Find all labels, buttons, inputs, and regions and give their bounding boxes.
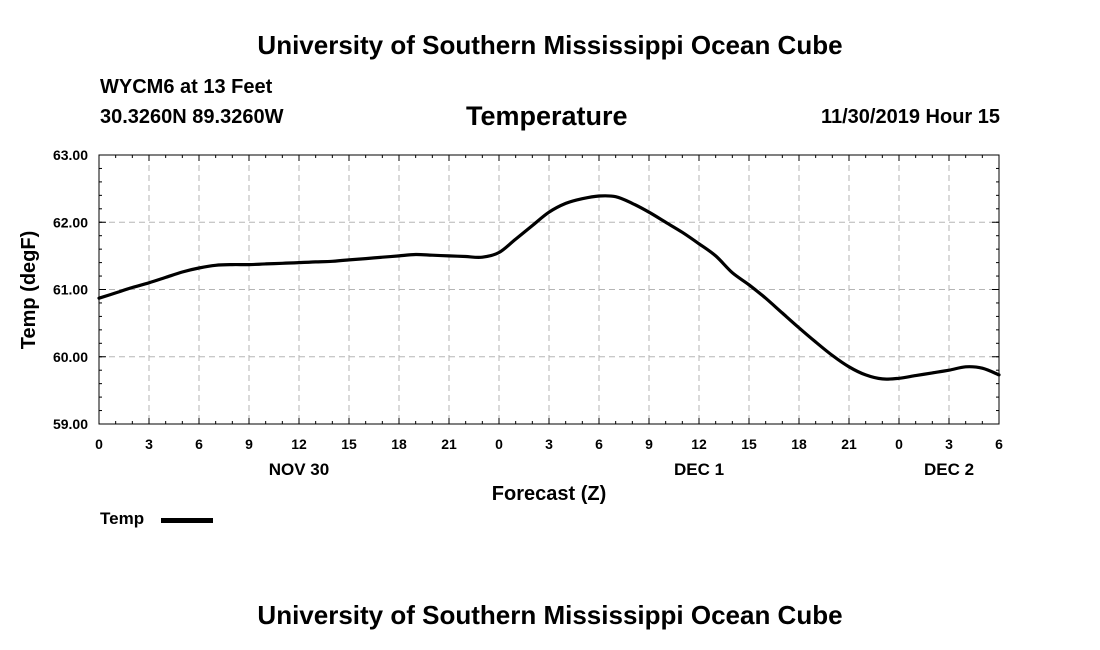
coordinates-label: 30.3260N 89.3260W: [100, 106, 284, 128]
y-tick-label: 60.00: [53, 349, 88, 365]
x-tick-labels: 0 3 6 9 12 15 18 21 0 3 6 9 12 15 18 21 0 3 6: [95, 436, 1003, 452]
x-tick-label: 6: [995, 436, 1003, 452]
x-tick-label: 0: [895, 436, 903, 452]
grid-lines: [99, 155, 999, 424]
x-tick-label: 21: [841, 436, 857, 452]
day-labels: NOV 30 DEC 1 DEC 2: [269, 460, 974, 479]
station-label: WYCM6 at 13 Feet: [100, 76, 273, 98]
plot-title: Temperature: [466, 101, 628, 131]
x-tick-label: 9: [245, 436, 253, 452]
x-tick-label: 12: [691, 436, 707, 452]
x-tick-label: 18: [791, 436, 807, 452]
x-tick-label: 15: [341, 436, 357, 452]
x-tick-label: 3: [545, 436, 553, 452]
x-tick-label: 6: [195, 436, 203, 452]
day-label: NOV 30: [269, 460, 329, 479]
legend-line-swatch: [161, 518, 213, 523]
page-title: University of Southern Mississippi Ocean…: [257, 30, 843, 60]
y-axis-label: Temp (degF): [18, 231, 40, 350]
x-tick-label: 18: [391, 436, 407, 452]
legend-label: Temp: [100, 509, 145, 528]
x-tick-label: 3: [945, 436, 953, 452]
y-tick-label: 62.00: [53, 214, 88, 230]
y-tick-label: 61.00: [53, 282, 88, 298]
x-tick-label: 0: [95, 436, 103, 452]
axis-ticks: [98, 154, 1000, 425]
y-tick-labels: 59.00 60.00 61.00 62.00 63.00: [53, 147, 88, 432]
day-label: DEC 1: [674, 460, 724, 479]
y-tick-label: 63.00: [53, 147, 88, 163]
x-tick-label: 0: [495, 436, 503, 452]
x-tick-label: 9: [645, 436, 653, 452]
x-axis-label: Forecast (Z): [492, 483, 606, 505]
y-tick-label: 59.00: [53, 416, 88, 432]
x-tick-label: 21: [441, 436, 457, 452]
day-label: DEC 2: [924, 460, 974, 479]
x-tick-label: 12: [291, 436, 307, 452]
footer-title: University of Southern Mississippi Ocean…: [257, 600, 843, 630]
temp-series-line: [97, 194, 1001, 381]
x-tick-label: 6: [595, 436, 603, 452]
x-tick-label: 3: [145, 436, 153, 452]
x-tick-label: 15: [741, 436, 757, 452]
datetime-label: 11/30/2019 Hour 15: [820, 106, 1000, 128]
